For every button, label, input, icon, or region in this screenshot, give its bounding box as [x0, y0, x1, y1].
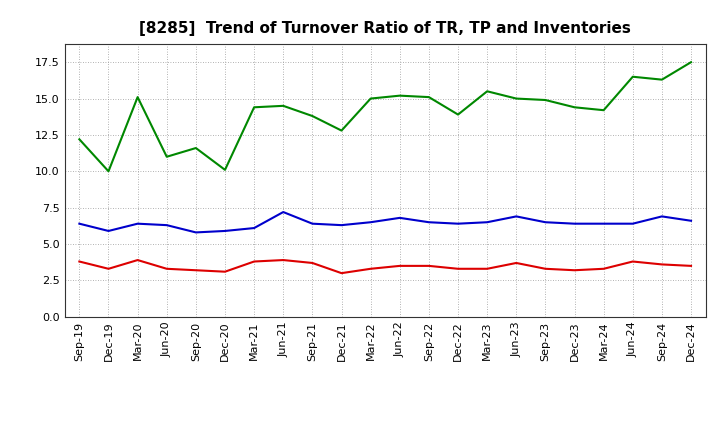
Trade Receivables [75, 259, 84, 264]
Trade Payables [192, 230, 200, 235]
Trade Receivables [657, 262, 666, 267]
Line: Trade Receivables: Trade Receivables [79, 260, 691, 273]
Trade Receivables [192, 268, 200, 273]
Trade Payables [395, 215, 404, 220]
Inventories [133, 95, 142, 100]
Trade Payables [75, 221, 84, 226]
Inventories [220, 167, 229, 172]
Trade Receivables [395, 263, 404, 268]
Inventories [599, 107, 608, 113]
Inventories [657, 77, 666, 82]
Trade Payables [337, 223, 346, 228]
Inventories [279, 103, 287, 109]
Trade Receivables [250, 259, 258, 264]
Trade Receivables [599, 266, 608, 271]
Trade Receivables [308, 260, 317, 266]
Inventories [629, 74, 637, 79]
Trade Receivables [570, 268, 579, 273]
Title: [8285]  Trend of Turnover Ratio of TR, TP and Inventories: [8285] Trend of Turnover Ratio of TR, TP… [139, 21, 631, 36]
Trade Payables [483, 220, 492, 225]
Inventories [541, 97, 550, 103]
Inventories [337, 128, 346, 133]
Trade Receivables [425, 263, 433, 268]
Trade Receivables [104, 266, 113, 271]
Line: Trade Payables: Trade Payables [79, 212, 691, 232]
Inventories [425, 95, 433, 100]
Trade Payables [308, 221, 317, 226]
Inventories [395, 93, 404, 98]
Trade Receivables [366, 266, 375, 271]
Trade Payables [687, 218, 696, 224]
Trade Payables [250, 225, 258, 231]
Trade Payables [366, 220, 375, 225]
Inventories [163, 154, 171, 159]
Trade Payables [454, 221, 462, 226]
Inventories [250, 105, 258, 110]
Trade Payables [657, 214, 666, 219]
Trade Payables [512, 214, 521, 219]
Inventories [483, 88, 492, 94]
Trade Payables [163, 223, 171, 228]
Inventories [512, 96, 521, 101]
Trade Payables [541, 220, 550, 225]
Trade Receivables [220, 269, 229, 274]
Trade Payables [279, 209, 287, 215]
Trade Receivables [279, 257, 287, 263]
Inventories [570, 105, 579, 110]
Trade Receivables [541, 266, 550, 271]
Trade Payables [570, 221, 579, 226]
Inventories [75, 137, 84, 142]
Inventories [454, 112, 462, 117]
Trade Receivables [133, 257, 142, 263]
Trade Receivables [454, 266, 462, 271]
Inventories [192, 145, 200, 150]
Trade Receivables [687, 263, 696, 268]
Inventories [104, 169, 113, 174]
Trade Receivables [629, 259, 637, 264]
Inventories [687, 59, 696, 65]
Trade Payables [629, 221, 637, 226]
Trade Payables [133, 221, 142, 226]
Trade Payables [599, 221, 608, 226]
Trade Receivables [483, 266, 492, 271]
Inventories [308, 114, 317, 119]
Inventories [366, 96, 375, 101]
Trade Receivables [163, 266, 171, 271]
Trade Receivables [337, 271, 346, 276]
Trade Payables [425, 220, 433, 225]
Trade Payables [104, 228, 113, 234]
Trade Payables [220, 228, 229, 234]
Trade Receivables [512, 260, 521, 266]
Line: Inventories: Inventories [79, 62, 691, 171]
